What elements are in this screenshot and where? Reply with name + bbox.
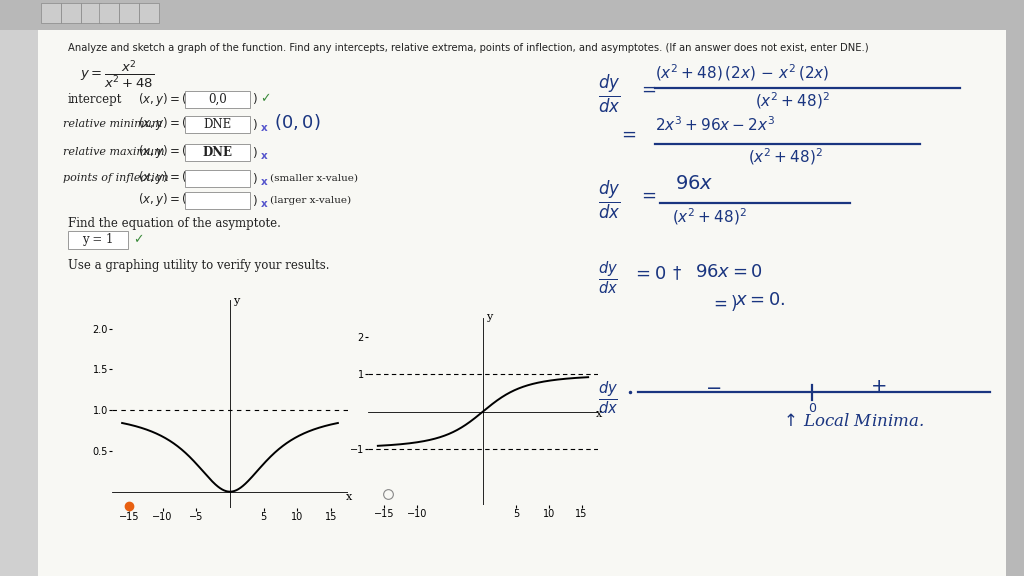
Text: $y=\dfrac{x^2}{x^2+48}$: $y=\dfrac{x^2}{x^2+48}$	[80, 58, 155, 90]
Text: relative minimum: relative minimum	[63, 119, 162, 129]
Text: x: x	[261, 177, 267, 187]
FancyBboxPatch shape	[41, 3, 61, 23]
Text: x: x	[596, 409, 602, 419]
Text: $=0$: $=0$	[632, 265, 667, 283]
Text: $=$: $=$	[638, 186, 656, 204]
FancyBboxPatch shape	[81, 3, 101, 23]
Text: y = 1: y = 1	[82, 233, 114, 247]
Text: $)$: $)$	[252, 116, 258, 131]
Text: $(x^2+48)^2$: $(x^2+48)^2$	[672, 206, 746, 227]
FancyBboxPatch shape	[185, 170, 250, 187]
Text: $\frac{dy}{dx}$: $\frac{dy}{dx}$	[598, 260, 618, 297]
FancyBboxPatch shape	[185, 91, 250, 108]
Text: DNE: DNE	[204, 118, 231, 131]
Text: ✓: ✓	[260, 93, 270, 105]
FancyBboxPatch shape	[68, 231, 128, 249]
Text: $(x,y)=($: $(x,y)=($	[138, 191, 187, 209]
Text: $)$: $)$	[252, 92, 258, 107]
Text: $)$: $)$	[252, 192, 258, 207]
Text: ✓: ✓	[133, 233, 143, 247]
Text: y: y	[233, 295, 240, 306]
Text: $\frac{dy}{dx}$: $\frac{dy}{dx}$	[598, 178, 621, 221]
Text: $(x^2+48)^2$: $(x^2+48)^2$	[755, 90, 829, 111]
FancyBboxPatch shape	[185, 116, 250, 133]
Text: $0$: $0$	[808, 402, 817, 415]
FancyBboxPatch shape	[185, 144, 250, 161]
Text: Use a graphing utility to verify your results.: Use a graphing utility to verify your re…	[68, 259, 330, 271]
Text: Analyze and sketch a graph of the function. Find any intercepts, relative extrem: Analyze and sketch a graph of the functi…	[68, 43, 868, 53]
Text: $(x,y)=($: $(x,y)=($	[138, 90, 187, 108]
Text: $=$: $=$	[618, 125, 637, 143]
Text: $(x,y)=($: $(x,y)=($	[138, 143, 187, 161]
Text: $(x^2+48)\,(2x)\,-\,x^2\,(2x)$: $(x^2+48)\,(2x)\,-\,x^2\,(2x)$	[655, 62, 829, 83]
FancyBboxPatch shape	[139, 3, 159, 23]
Text: x: x	[261, 199, 267, 209]
Text: $\uparrow\,$Local Minima.: $\uparrow\,$Local Minima.	[780, 413, 924, 430]
Text: y: y	[486, 312, 493, 322]
Text: $96x$: $96x$	[675, 175, 714, 193]
FancyBboxPatch shape	[119, 3, 139, 23]
Text: x: x	[346, 491, 352, 502]
FancyBboxPatch shape	[0, 30, 38, 576]
Text: intercept: intercept	[68, 93, 123, 105]
Text: $\frac{dy}{dx}$: $\frac{dy}{dx}$	[598, 380, 618, 417]
Text: $=$: $=$	[638, 80, 656, 98]
FancyBboxPatch shape	[38, 30, 1006, 576]
FancyBboxPatch shape	[1006, 30, 1024, 576]
Text: $\dagger$: $\dagger$	[672, 265, 682, 283]
Text: $2x^3+96x-2x^3$: $2x^3+96x-2x^3$	[655, 115, 775, 134]
Text: $(x,y)=($: $(x,y)=($	[138, 116, 187, 132]
Text: $)$: $)$	[252, 145, 258, 160]
Text: (larger x-value): (larger x-value)	[270, 195, 351, 204]
FancyBboxPatch shape	[99, 3, 119, 23]
Text: $(x^2+48)^2$: $(x^2+48)^2$	[748, 146, 823, 166]
Text: (smaller x-value): (smaller x-value)	[270, 173, 358, 183]
FancyBboxPatch shape	[61, 3, 81, 23]
Text: $(0, 0)$: $(0, 0)$	[274, 112, 321, 132]
Text: $)$: $)$	[252, 170, 258, 185]
Text: $96x=0$: $96x=0$	[695, 263, 763, 281]
Text: $x=0.$: $x=0.$	[735, 291, 785, 309]
Text: Find the equation of the asymptote.: Find the equation of the asymptote.	[68, 218, 281, 230]
Text: $(x,y)=($: $(x,y)=($	[138, 169, 187, 187]
Text: x: x	[261, 123, 267, 133]
FancyBboxPatch shape	[185, 192, 250, 209]
Text: x: x	[261, 151, 267, 161]
Text: relative maximum: relative maximum	[63, 147, 165, 157]
Text: DNE: DNE	[203, 146, 232, 159]
Text: $\frac{dy}{dx}$: $\frac{dy}{dx}$	[598, 72, 621, 115]
Text: 0,0: 0,0	[208, 93, 227, 106]
Text: points of inflection: points of inflection	[63, 173, 169, 183]
Text: $+$: $+$	[870, 378, 887, 396]
Text: $=)$: $=)$	[710, 293, 737, 313]
Text: $-$: $-$	[705, 378, 721, 396]
FancyBboxPatch shape	[0, 0, 1024, 30]
